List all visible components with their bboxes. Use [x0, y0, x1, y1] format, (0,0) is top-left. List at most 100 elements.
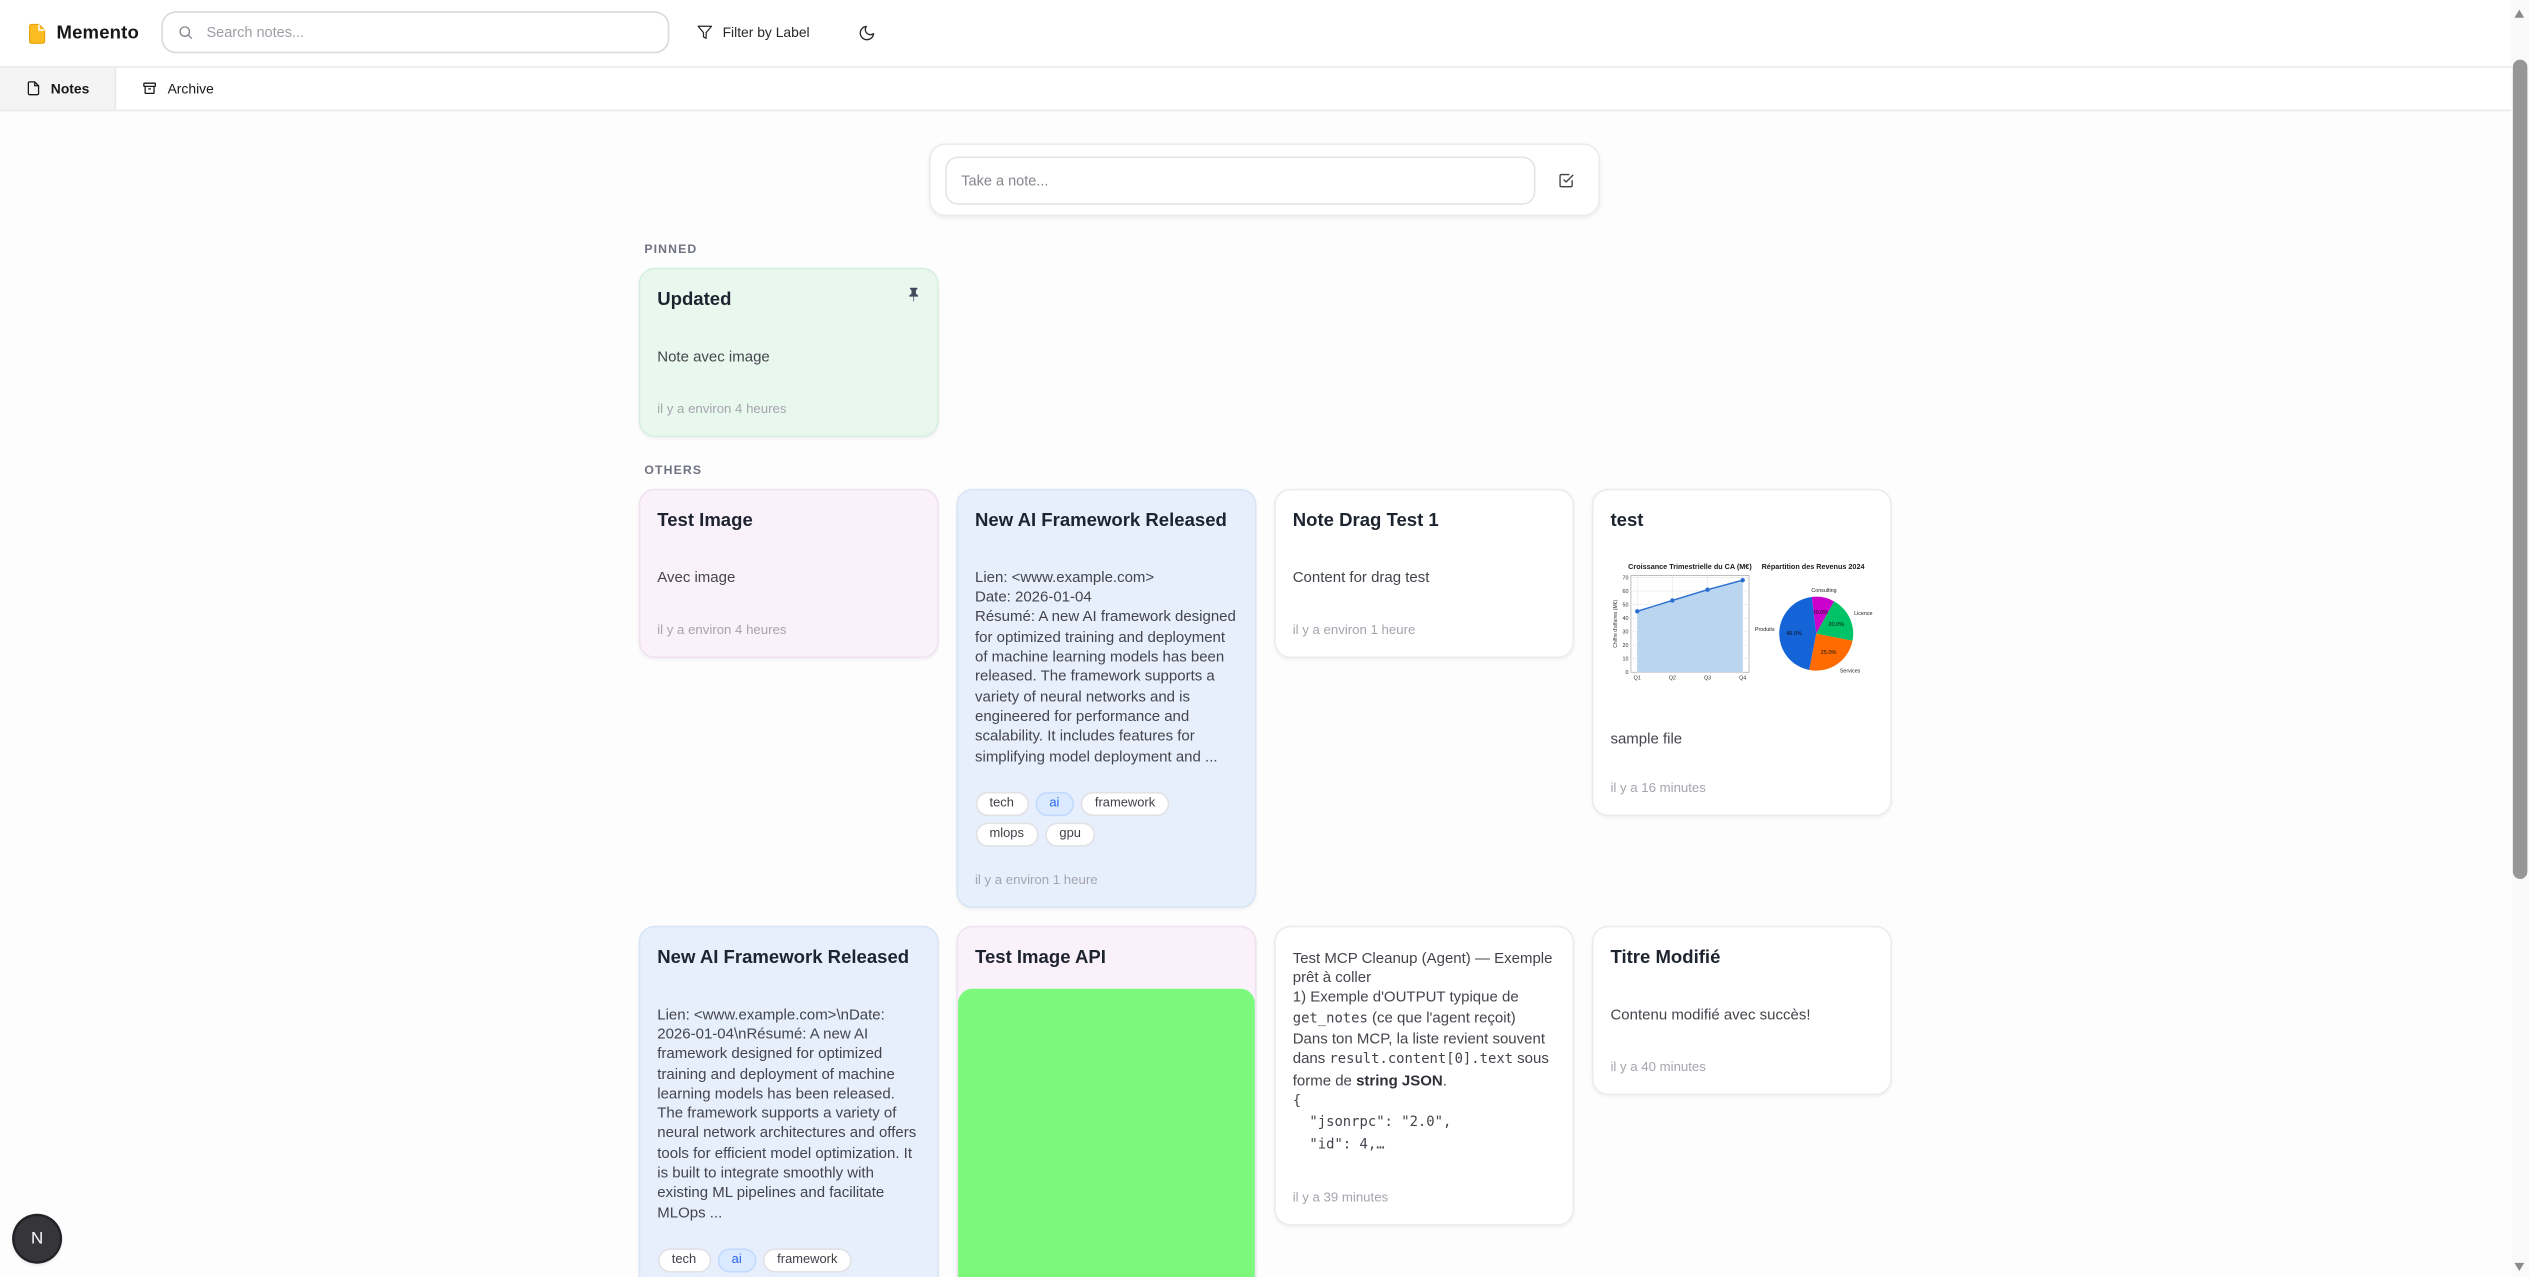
svg-text:Répartition des Revenus 2024: Répartition des Revenus 2024	[1762, 562, 1865, 571]
app-title: Memento	[56, 23, 140, 43]
svg-text:Chiffre d'affaires (M€): Chiffre d'affaires (M€)	[1612, 599, 1618, 647]
take-a-note-input[interactable]	[945, 155, 1536, 205]
tag-list: tech ai framework mlops gpu	[974, 791, 1236, 847]
pinned-section-label: PINNED	[644, 241, 698, 257]
note-timestamp: il y a environ 4 heures	[657, 401, 787, 417]
svg-text:Q3: Q3	[1703, 675, 1710, 681]
note-title: test	[1610, 511, 1644, 531]
tag-chip[interactable]: tech	[974, 791, 1029, 816]
svg-text:Croissance Trimestrielle du CA: Croissance Trimestrielle du CA (M€)	[1627, 562, 1751, 571]
pin-icon[interactable]	[904, 282, 922, 311]
tab-notes-label: Notes	[50, 80, 90, 97]
note-body: sample file	[1610, 730, 1683, 747]
app-logo: Memento	[26, 0, 139, 66]
scrollbar-thumb[interactable]	[2512, 59, 2528, 880]
tag-chip[interactable]: gpu	[1044, 822, 1096, 847]
note-image-green	[957, 988, 1255, 1277]
note-body: Note avec image	[657, 348, 770, 365]
funnel-icon	[697, 25, 713, 39]
tab-notes[interactable]: Notes	[0, 67, 117, 110]
svg-text:Q2: Q2	[1668, 675, 1675, 681]
note-composer[interactable]	[929, 143, 1600, 217]
svg-text:Licences: Licences	[1855, 611, 1872, 617]
filter-by-label-text: Filter by Label	[722, 24, 810, 41]
logo-file-icon	[29, 23, 46, 44]
svg-text:30: 30	[1622, 629, 1628, 635]
note-image-charts: 0 10 20 30 40 50 60 70 Q1 Q2 Q3 Q4 Croissance Trimes…	[1610, 554, 1872, 697]
note-card-test-image[interactable]: Test Image Avec image il y a environ 4 h…	[637, 488, 938, 659]
filter-by-label-button[interactable]: Filter by Label	[690, 11, 816, 53]
user-avatar[interactable]: N	[14, 1216, 60, 1262]
svg-text:70: 70	[1622, 575, 1628, 581]
svg-text:40: 40	[1622, 616, 1628, 622]
moon-icon	[858, 24, 874, 40]
note-title: Updated	[657, 290, 732, 310]
new-checklist-button[interactable]	[1548, 162, 1583, 197]
svg-text:50: 50	[1622, 602, 1628, 608]
tag-chip-ai[interactable]: ai	[1034, 791, 1074, 816]
note-title: Note Drag Test 1	[1292, 511, 1439, 531]
tab-archive[interactable]: Archive	[117, 68, 240, 110]
svg-text:45.0%: 45.0%	[1787, 631, 1803, 637]
body-text: Test MCP Cleanup (Agent) — Exemple prêt …	[1292, 949, 1553, 1006]
svg-text:Q4: Q4	[1738, 675, 1745, 681]
search-icon	[179, 26, 193, 39]
note-body: Lien: <www.example.com> Date: 2026-01-04…	[974, 569, 1236, 764]
bold-text: string JSON	[1356, 1071, 1443, 1089]
others-section-label: OTHERS	[644, 463, 703, 478]
search-input[interactable]	[203, 22, 654, 42]
svg-text:Consulting: Consulting	[1812, 588, 1837, 594]
tag-chip[interactable]: framework	[1080, 791, 1170, 816]
tag-chip-ai[interactable]: ai	[717, 1248, 757, 1273]
note-body: Test MCP Cleanup (Agent) — Exemple prêt …	[1293, 948, 1554, 1154]
body-text: .	[1442, 1071, 1447, 1089]
note-title: New AI Framework Released	[657, 948, 910, 968]
svg-text:Services: Services	[1840, 668, 1861, 674]
check-square-icon	[1559, 173, 1574, 187]
tab-archive-label: Archive	[167, 80, 214, 97]
notes-file-icon	[27, 81, 40, 96]
note-body: Avec image	[657, 569, 736, 586]
note-timestamp: il y a environ 1 heure	[974, 872, 1098, 887]
note-card-titre-modifie[interactable]: Titre Modifié Contenu modifié avec succè…	[1591, 925, 1892, 1096]
note-card-mcp-cleanup[interactable]: Test MCP Cleanup (Agent) — Exemple prêt …	[1273, 925, 1574, 1226]
note-card-test-image-api[interactable]: Test Image API	[955, 925, 1256, 1277]
note-card-drag-test[interactable]: Note Drag Test 1 Content for drag test i…	[1273, 488, 1574, 659]
note-timestamp: il y a 16 minutes	[1610, 780, 1706, 796]
note-title: New AI Framework Released	[974, 511, 1227, 531]
search-box	[161, 11, 670, 54]
note-title: Titre Modifié	[1610, 948, 1721, 968]
svg-text:0: 0	[1625, 670, 1628, 676]
scrollbar-down-arrow[interactable]	[2514, 1262, 2525, 1271]
tag-list: tech ai framework mlops gpu	[657, 1248, 918, 1277]
note-card-new-ai-framework-2[interactable]: New AI Framework Released Lien: <www.exa…	[637, 925, 938, 1277]
note-title: Test Image	[657, 511, 753, 531]
svg-text:60: 60	[1622, 589, 1628, 595]
theme-toggle-button[interactable]	[845, 11, 887, 53]
inline-code: result.content[0].text	[1329, 1052, 1514, 1069]
notes-board: PINNED Updated Note avec image il y a en…	[637, 241, 1892, 1277]
tag-chip[interactable]: mlops	[974, 822, 1039, 847]
tag-chip[interactable]: framework	[762, 1248, 852, 1273]
header: Memento Filter by Label	[0, 0, 2529, 68]
chart-revenue-growth: 0 10 20 30 40 50 60 70 Q1 Q2 Q3 Q4 Croissance Trimes…	[1612, 562, 1751, 681]
note-timestamp: il y a 39 minutes	[1292, 1190, 1389, 1205]
chart-revenue-pie: Répartition des Revenus 2024 10.0%20.0% 25…	[1755, 562, 1872, 674]
note-card-updated[interactable]: Updated Note avec image il y a environ 4…	[637, 267, 938, 438]
note-card-new-ai-framework-1[interactable]: New AI Framework Released Lien: <www.exa…	[955, 488, 1256, 908]
archive-icon	[143, 82, 157, 95]
note-timestamp: il y a environ 1 heure	[1292, 622, 1416, 638]
svg-text:10.0%: 10.0%	[1813, 610, 1829, 616]
others-grid: Test Image Avec image il y a environ 4 h…	[637, 488, 1892, 1277]
svg-text:20.0%: 20.0%	[1829, 622, 1845, 628]
body-text: (ce que l'agent reçoit) Dans ton MCP, la…	[1292, 1009, 1545, 1067]
note-card-test-charts[interactable]: test 0 10 20 30 40 50 60 70 Q1 Q2 Q3 Q4 Croissance T…	[1591, 488, 1892, 817]
tab-bar: Notes Archive	[0, 67, 2529, 112]
tag-chip[interactable]: tech	[657, 1248, 711, 1273]
svg-text:10: 10	[1622, 656, 1628, 662]
code-block: { "jsonrpc": "2.0", "id": 4,…	[1292, 1093, 1452, 1153]
scrollbar-track[interactable]	[2511, 0, 2529, 1277]
scrollbar-up-arrow[interactable]	[2514, 9, 2525, 18]
svg-text:25.0%: 25.0%	[1821, 650, 1837, 656]
